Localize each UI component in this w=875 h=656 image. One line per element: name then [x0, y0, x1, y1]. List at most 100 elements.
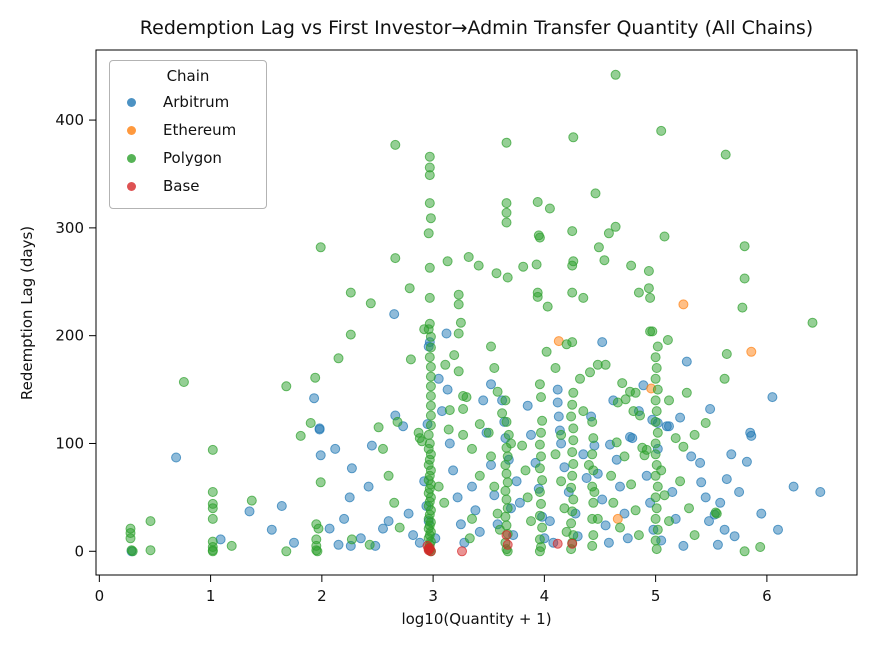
data-point-polygon	[612, 397, 623, 408]
data-point-arbitrum	[289, 537, 299, 548]
data-point-arbitrum	[266, 524, 277, 535]
data-point-polygon	[544, 203, 555, 214]
data-point-polygon	[425, 342, 436, 353]
data-point-polygon	[424, 151, 435, 162]
data-point-polygon	[650, 416, 661, 427]
legend-item-label: Base	[163, 177, 200, 195]
data-point-polygon	[681, 387, 692, 398]
data-point-polygon	[807, 317, 818, 328]
data-point-polygon	[556, 476, 567, 487]
data-point-arbitrum	[441, 328, 452, 339]
legend-marker-icon	[127, 153, 136, 163]
data-point-polygon	[534, 546, 545, 557]
data-point-polygon	[675, 476, 686, 487]
data-point-polygon	[333, 353, 344, 364]
data-point-base	[457, 546, 467, 557]
data-point-ethereum	[746, 346, 757, 357]
data-point-polygon	[483, 427, 494, 438]
data-point-polygon	[424, 292, 435, 303]
data-point-arbitrum	[522, 400, 533, 411]
data-point-polygon	[423, 228, 434, 239]
data-point-polygon	[650, 395, 661, 406]
data-point-polygon	[425, 400, 436, 411]
data-point-polygon	[425, 371, 436, 382]
data-point-arbitrum	[366, 440, 377, 451]
data-point-polygon	[532, 291, 543, 302]
data-point-arbitrum	[627, 433, 638, 444]
data-point-polygon	[502, 451, 513, 462]
data-point-polygon	[542, 301, 553, 312]
data-point-polygon	[689, 429, 700, 440]
data-point-polygon	[494, 524, 505, 535]
data-point-polygon	[489, 363, 500, 373]
data-point-polygon	[453, 328, 464, 339]
data-point-arbitrum	[619, 508, 630, 519]
legend-item-label: Polygon	[163, 149, 222, 167]
data-point-polygon	[537, 522, 548, 533]
data-point-polygon	[531, 259, 542, 270]
data-point-arbitrum	[556, 438, 567, 449]
data-point-polygon	[125, 533, 136, 544]
data-point-ethereum	[678, 299, 689, 310]
data-point-polygon	[534, 439, 545, 450]
data-point-polygon	[589, 487, 600, 497]
data-point-polygon	[587, 540, 598, 551]
data-point-polygon	[500, 485, 511, 496]
data-point-polygon	[455, 317, 466, 328]
data-point-polygon	[583, 460, 594, 470]
data-point-polygon	[394, 522, 405, 533]
data-point-polygon	[536, 427, 546, 438]
data-point-polygon	[383, 470, 394, 481]
data-point-arbitrum	[704, 516, 714, 527]
data-point-polygon	[346, 534, 357, 545]
data-point-arbitrum	[712, 539, 723, 550]
data-point-base	[502, 539, 513, 550]
data-point-arbitrum	[675, 412, 686, 423]
x-tick-label: 3	[428, 587, 438, 605]
data-point-arbitrum	[344, 492, 355, 503]
data-point-polygon	[587, 416, 598, 427]
data-point-polygon	[425, 361, 436, 372]
data-point-arbitrum	[678, 540, 689, 551]
data-point-polygon	[501, 468, 512, 479]
data-point-polygon	[592, 513, 603, 524]
data-point-polygon	[474, 419, 485, 430]
data-point-arbitrum	[597, 494, 608, 505]
data-point-polygon	[463, 252, 474, 262]
legend-items: Arbitrum Ethereum Polygon Base	[110, 88, 266, 200]
data-point-polygon	[608, 497, 619, 508]
legend-item-arbitrum: Arbitrum	[110, 88, 266, 116]
data-point-arbitrum	[486, 379, 496, 390]
data-point-polygon	[603, 228, 614, 239]
data-point-polygon	[453, 289, 464, 300]
data-point-polygon	[645, 292, 656, 303]
data-point-arbitrum	[773, 524, 783, 535]
data-point-arbitrum	[363, 481, 374, 492]
data-point-polygon	[567, 287, 578, 298]
data-point-polygon	[600, 359, 611, 370]
data-point-arbitrum	[686, 451, 697, 462]
data-point-arbitrum	[600, 520, 611, 531]
data-point-polygon	[226, 540, 237, 551]
data-point-polygon	[405, 354, 416, 365]
data-point-polygon	[345, 287, 356, 298]
data-point-polygon	[550, 449, 561, 460]
data-point-polygon	[652, 524, 663, 535]
data-point-polygon	[610, 69, 621, 80]
data-point-polygon	[425, 213, 436, 224]
data-point-arbitrum	[309, 393, 320, 404]
data-point-polygon	[127, 546, 138, 557]
data-point-polygon	[633, 287, 644, 298]
data-point-arbitrum	[664, 421, 674, 432]
data-point-polygon	[585, 367, 595, 378]
data-point-arbitrum	[489, 490, 500, 501]
data-point-arbitrum	[355, 533, 366, 544]
data-point-polygon	[178, 377, 189, 387]
data-point-arbitrum	[705, 404, 716, 414]
data-point-arbitrum	[276, 501, 287, 511]
data-point-base	[425, 546, 436, 557]
data-point-arbitrum	[696, 477, 707, 488]
data-point-polygon	[567, 260, 578, 271]
